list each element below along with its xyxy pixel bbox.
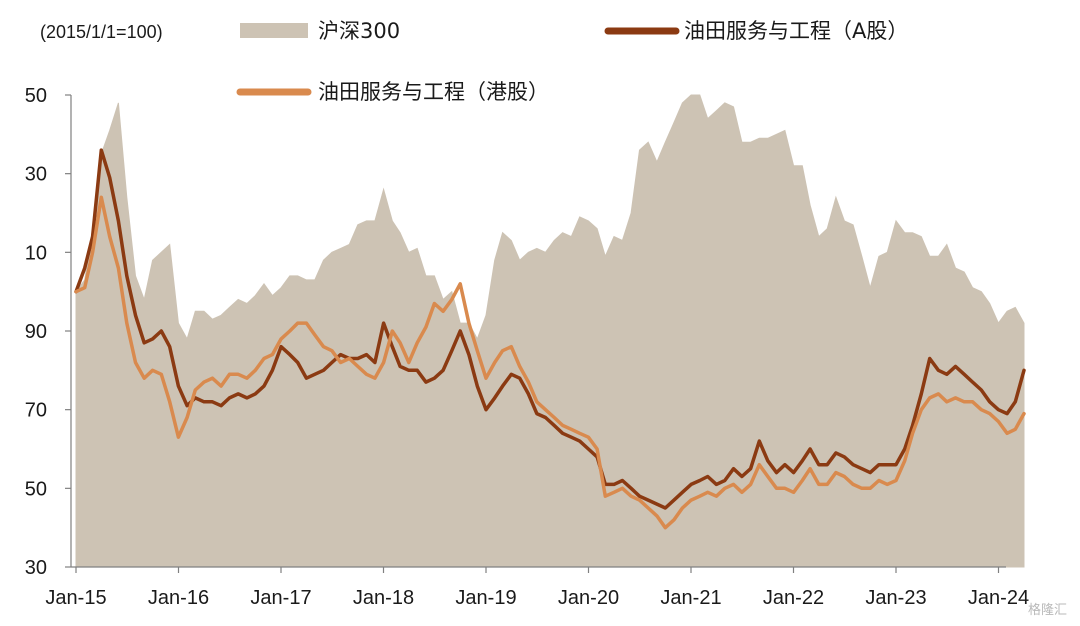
legend: 沪深300 油田服务与工程（A股） 油田服务与工程（港股） [236,19,908,104]
y-tick-labels: 30 50 70 90 10 30 50 [25,85,47,579]
axes [65,94,1006,573]
hs300-area-layer [75,94,1025,568]
x-tick-label: Jan-19 [455,587,516,609]
x-tick-label: Jan-16 [148,587,209,609]
x-tick-label: Jan-23 [865,587,926,609]
y-tick-label: 10 [25,242,47,264]
y-tick-label: 90 [25,321,47,343]
series-line-a_share [74,148,1026,510]
legend-swatch-hs300 [240,23,308,38]
x-tick-labels: Jan-15 Jan-16 Jan-17 Jan-18 Jan-19 Jan-20 Jan-… [45,587,1029,609]
y-tick-label: 50 [25,478,47,500]
legend-label-a-share: 油田服务与工程（A股） [684,19,908,43]
watermark: 格隆汇 [1028,602,1067,618]
x-tick-label: Jan-15 [45,587,106,609]
y-tick-label: 50 [25,85,47,107]
series-line-h_share [74,195,1026,530]
y-tick-label: 30 [25,557,47,579]
y-tick-label: 30 [25,164,47,186]
legend-label-h-share: 油田服务与工程（港股） [318,80,549,104]
y-tick-label: 70 [25,400,47,422]
x-tick-label: Jan-18 [353,587,414,609]
x-tick-label: Jan-17 [250,587,311,609]
legend-label-hs300: 沪深300 [318,19,400,43]
series-lines-layer [74,148,1026,530]
x-tick-label: Jan-24 [968,587,1029,609]
x-tick-label: Jan-21 [660,587,721,609]
series-area-hs300 [75,94,1025,568]
index-note: (2015/1/1=100) [40,22,163,42]
x-tick-label: Jan-20 [558,587,619,609]
x-tick-label: Jan-22 [763,587,824,609]
